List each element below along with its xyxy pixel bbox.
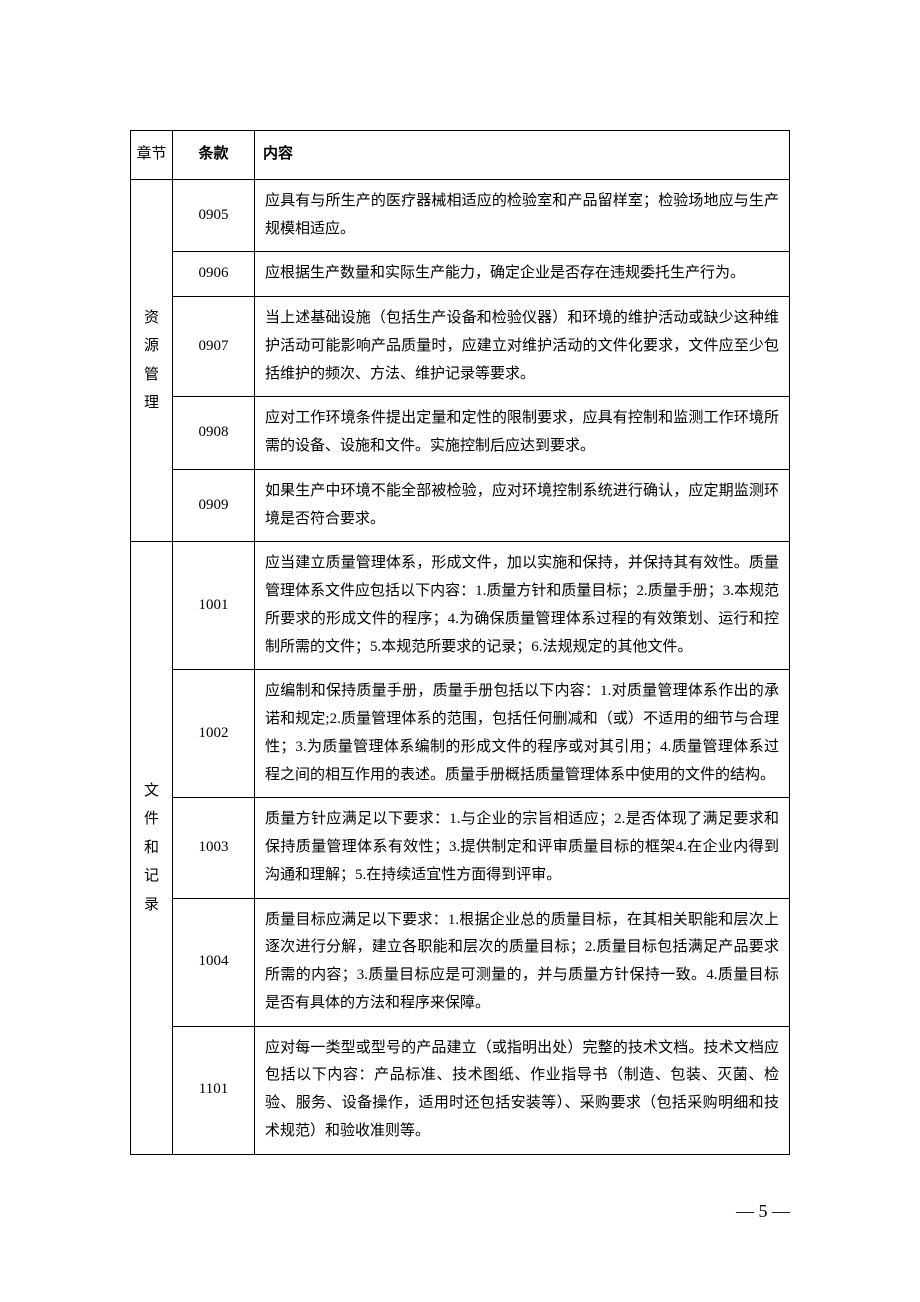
- content-cell: 如果生产中环境不能全部被检验，应对环境控制系统进行确认，应定期监测环境是否符合要…: [255, 469, 790, 542]
- content-cell: 应对工作环境条件提出定量和定性的限制要求，应具有控制和监测工作环境所需的设备、设…: [255, 397, 790, 470]
- clause-cell: 1101: [173, 1026, 255, 1154]
- table-row: 1004质量目标应满足以下要求：1.根据企业总的质量目标，在其相关职能和层次上逐…: [131, 898, 790, 1026]
- content-cell: 质量目标应满足以下要求：1.根据企业总的质量目标，在其相关职能和层次上逐次进行分…: [255, 898, 790, 1026]
- header-chapter: 章节: [131, 131, 173, 180]
- table-header-row: 章节 条款 内容: [131, 131, 790, 180]
- table-row: 1002应编制和保持质量手册，质量手册包括以下内容：1.对质量管理体系作出的承诺…: [131, 670, 790, 798]
- table-row: 1003质量方针应满足以下要求：1.与企业的宗旨相适应；2.是否体现了满足要求和…: [131, 798, 790, 898]
- content-cell: 应编制和保持质量手册，质量手册包括以下内容：1.对质量管理体系作出的承诺和规定;…: [255, 670, 790, 798]
- clause-cell: 1003: [173, 798, 255, 898]
- content-cell: 质量方针应满足以下要求：1.与企业的宗旨相适应；2.是否体现了满足要求和保持质量…: [255, 798, 790, 898]
- clause-cell: 1001: [173, 542, 255, 670]
- table-row: 0909如果生产中环境不能全部被检验，应对环境控制系统进行确认，应定期监测环境是…: [131, 469, 790, 542]
- clause-cell: 1002: [173, 670, 255, 798]
- content-cell: 应具有与所生产的医疗器械相适应的检验室和产品留样室；检验场地应与生产规模相适应。: [255, 179, 790, 252]
- table-row: 文件和记录1001应当建立质量管理体系，形成文件，加以实施和保持，并保持其有效性…: [131, 542, 790, 670]
- header-content: 内容: [255, 131, 790, 180]
- content-cell: 应根据生产数量和实际生产能力，确定企业是否存在违规委托生产行为。: [255, 252, 790, 297]
- chapter-cell: 文件和记录: [131, 542, 173, 1154]
- content-cell: 应对每一类型或型号的产品建立（或指明出处）完整的技术文档。技术文档应包括以下内容…: [255, 1026, 790, 1154]
- table-row: 0906应根据生产数量和实际生产能力，确定企业是否存在违规委托生产行为。: [131, 252, 790, 297]
- table-row: 1101应对每一类型或型号的产品建立（或指明出处）完整的技术文档。技术文档应包括…: [131, 1026, 790, 1154]
- page-number: — 5 —: [736, 1201, 790, 1222]
- content-cell: 当上述基础设施（包括生产设备和检验仪器）和环境的维护活动或缺少这种维护活动可能影…: [255, 297, 790, 397]
- clause-cell: 0909: [173, 469, 255, 542]
- table-body: 资源管理0905应具有与所生产的医疗器械相适应的检验室和产品留样室；检验场地应与…: [131, 179, 790, 1154]
- chapter-cell: 资源管理: [131, 179, 173, 542]
- clause-cell: 0907: [173, 297, 255, 397]
- clause-cell: 0906: [173, 252, 255, 297]
- table-row: 0907当上述基础设施（包括生产设备和检验仪器）和环境的维护活动或缺少这种维护活…: [131, 297, 790, 397]
- clause-cell: 0905: [173, 179, 255, 252]
- clause-cell: 1004: [173, 898, 255, 1026]
- clause-cell: 0908: [173, 397, 255, 470]
- table-row: 0908应对工作环境条件提出定量和定性的限制要求，应具有控制和监测工作环境所需的…: [131, 397, 790, 470]
- header-clause: 条款: [173, 131, 255, 180]
- regulations-table: 章节 条款 内容 资源管理0905应具有与所生产的医疗器械相适应的检验室和产品留…: [130, 130, 790, 1155]
- table-row: 资源管理0905应具有与所生产的医疗器械相适应的检验室和产品留样室；检验场地应与…: [131, 179, 790, 252]
- content-cell: 应当建立质量管理体系，形成文件，加以实施和保持，并保持其有效性。质量管理体系文件…: [255, 542, 790, 670]
